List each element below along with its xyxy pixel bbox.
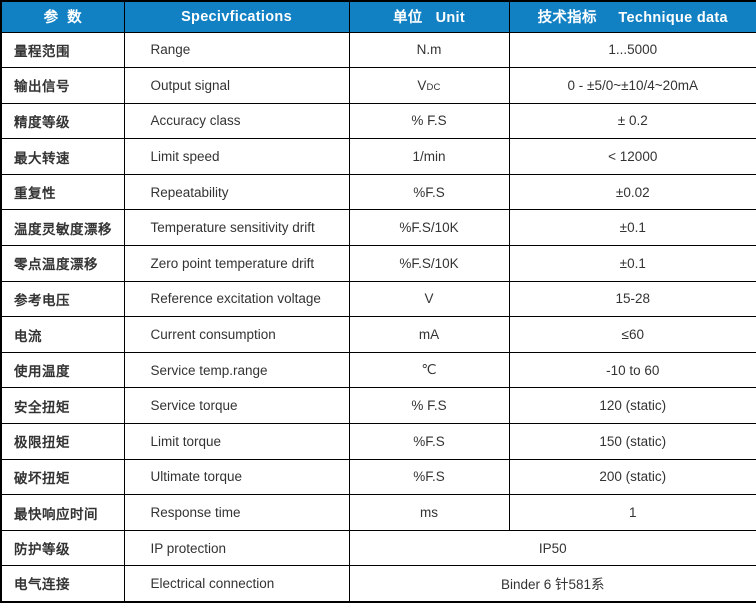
- spec-cell: Response time: [123, 494, 350, 531]
- table-row: 重复性 Repeatability %F.S ±0.02: [0, 173, 756, 211]
- table-row: 极限扭矩 Limit torque %F.S 150 (static): [0, 423, 756, 460]
- table-row: 精度等级 Accuracy class% F.S ± 0.2: [0, 102, 756, 140]
- spec-cell: IP protection: [123, 529, 350, 567]
- table-row: 参考电压 Reference excitation voltage V 15-28: [0, 280, 756, 318]
- column-header-unit: 单位 Unit: [348, 0, 510, 33]
- column-header-specifications: Specivfications: [123, 0, 350, 33]
- spec-table-body: 量程范围 Range N.m 1...5000 输出信号 Output signal VDC…: [0, 31, 756, 602]
- unit-cell: %F.S/10K: [348, 209, 510, 247]
- spec-cell: Service torque: [123, 387, 350, 425]
- header-row: 参 数 Specivfications 单位 Unit 技术指标 Techniq…: [0, 0, 756, 33]
- spec-cell: Reference excitation voltage: [123, 280, 350, 318]
- spec-cell: Service temp.range: [123, 351, 350, 389]
- value-cell: -10 to 60: [508, 351, 756, 389]
- value-cell: Binder 6 针581系: [348, 565, 756, 602]
- param-cell: 量程范围: [0, 31, 125, 69]
- value-cell: ±0.1: [508, 209, 756, 247]
- spec-cell: Repeatability: [123, 173, 350, 211]
- value-cell: IP50: [348, 529, 756, 567]
- value-cell: ± 0.2: [508, 102, 756, 140]
- param-cell: 参考电压: [0, 280, 125, 318]
- spec-cell: Accuracy class: [123, 102, 350, 140]
- column-header-technique-data: 技术指标 Technique data: [508, 0, 756, 33]
- table-row: 防护等级 IP protection IP50: [0, 529, 756, 567]
- value-cell: 1...5000: [508, 31, 756, 69]
- value-cell: 120 (static): [508, 387, 756, 425]
- param-cell: 重复性: [0, 173, 125, 211]
- unit-cell: VDC: [348, 67, 510, 104]
- spec-cell: Electrical connection: [123, 565, 350, 602]
- param-cell: 输出信号: [0, 67, 125, 104]
- value-cell: 150 (static): [508, 423, 756, 460]
- table-row: 使用温度 Service temp.range ℃ -10 to 60: [0, 351, 756, 389]
- spec-cell: Ultimate torque: [123, 458, 350, 496]
- value-cell: < 12000: [508, 138, 756, 175]
- param-cell: 最大转速: [0, 138, 125, 175]
- spec-cell: Temperature sensitivity drift: [123, 209, 350, 247]
- spec-cell: Current consumption: [123, 316, 350, 353]
- param-cell: 使用温度: [0, 351, 125, 389]
- unit-cell: V: [348, 280, 510, 318]
- value-cell: ±0.02: [508, 173, 756, 211]
- value-cell: 200 (static): [508, 458, 756, 496]
- unit-cell: mA: [348, 316, 510, 353]
- unit-cell: %F.S: [348, 173, 510, 211]
- value-cell: ±0.1: [508, 245, 756, 282]
- column-header-parameter: 参 数: [0, 0, 125, 33]
- table-row: 电气连接 Electrical connection Binder 6 针581系: [0, 565, 756, 602]
- param-cell: 安全扭矩: [0, 387, 125, 425]
- spec-cell: Range: [123, 31, 350, 69]
- unit-subscript: DC: [426, 81, 441, 93]
- value-cell: 1: [508, 494, 756, 531]
- table-row: 零点温度漂移 Zero point temperature drift %F.S/1…: [0, 245, 756, 282]
- unit-cell: 1/min: [348, 138, 510, 175]
- param-cell: 防护等级: [0, 529, 125, 567]
- table-row: 电流 Current consumption mA ≤60: [0, 316, 756, 353]
- unit-cell: N.m: [348, 31, 510, 69]
- table-row: 温度灵敏度漂移 Temperature sensitivity drift %F.S…: [0, 209, 756, 247]
- value-cell: 0 - ±5/0~±10/4~20mA: [508, 67, 756, 104]
- unit-cell: % F.S: [348, 387, 510, 425]
- param-cell: 最快响应时间: [0, 494, 125, 531]
- spec-cell: Zero point temperature drift: [123, 245, 350, 282]
- table-row: 安全扭矩 Service torque% F.S 120 (static): [0, 387, 756, 425]
- spec-cell: Limit torque: [123, 423, 350, 460]
- unit-cell: %F.S/10K: [348, 245, 510, 282]
- unit-cell: ms: [348, 494, 510, 531]
- value-cell: 15-28: [508, 280, 756, 318]
- spec-table-header: 参 数 Specivfications 单位 Unit 技术指标 Techniq…: [0, 0, 756, 33]
- param-cell: 极限扭矩: [0, 423, 125, 460]
- param-cell: 精度等级: [0, 102, 125, 140]
- spec-cell: Limit speed: [123, 138, 350, 175]
- unit-cell: %F.S: [348, 423, 510, 460]
- unit-cell: %F.S: [348, 458, 510, 496]
- param-cell: 电气连接: [0, 565, 125, 602]
- table-row: 量程范围 Range N.m 1...5000: [0, 31, 756, 69]
- param-cell: 温度灵敏度漂移: [0, 209, 125, 247]
- table-row: 最大转速 Limit speed 1/min < 12000: [0, 138, 756, 175]
- spec-cell: Output signal: [123, 67, 350, 104]
- table-row: 破坏扭矩 Ultimate torque %F.S 200 (static): [0, 458, 756, 496]
- table-row: 最快响应时间 Response time ms 1: [0, 494, 756, 531]
- unit-cell: ℃: [348, 351, 510, 389]
- unit-main: V: [417, 77, 427, 93]
- value-cell: ≤60: [508, 316, 756, 353]
- param-cell: 零点温度漂移: [0, 245, 125, 282]
- param-cell: 破坏扭矩: [0, 458, 125, 496]
- table-row: 输出信号 Output signal VDC 0 - ±5/0~±10/4~20mA: [0, 67, 756, 104]
- param-cell: 电流: [0, 316, 125, 353]
- unit-cell: % F.S: [348, 102, 510, 140]
